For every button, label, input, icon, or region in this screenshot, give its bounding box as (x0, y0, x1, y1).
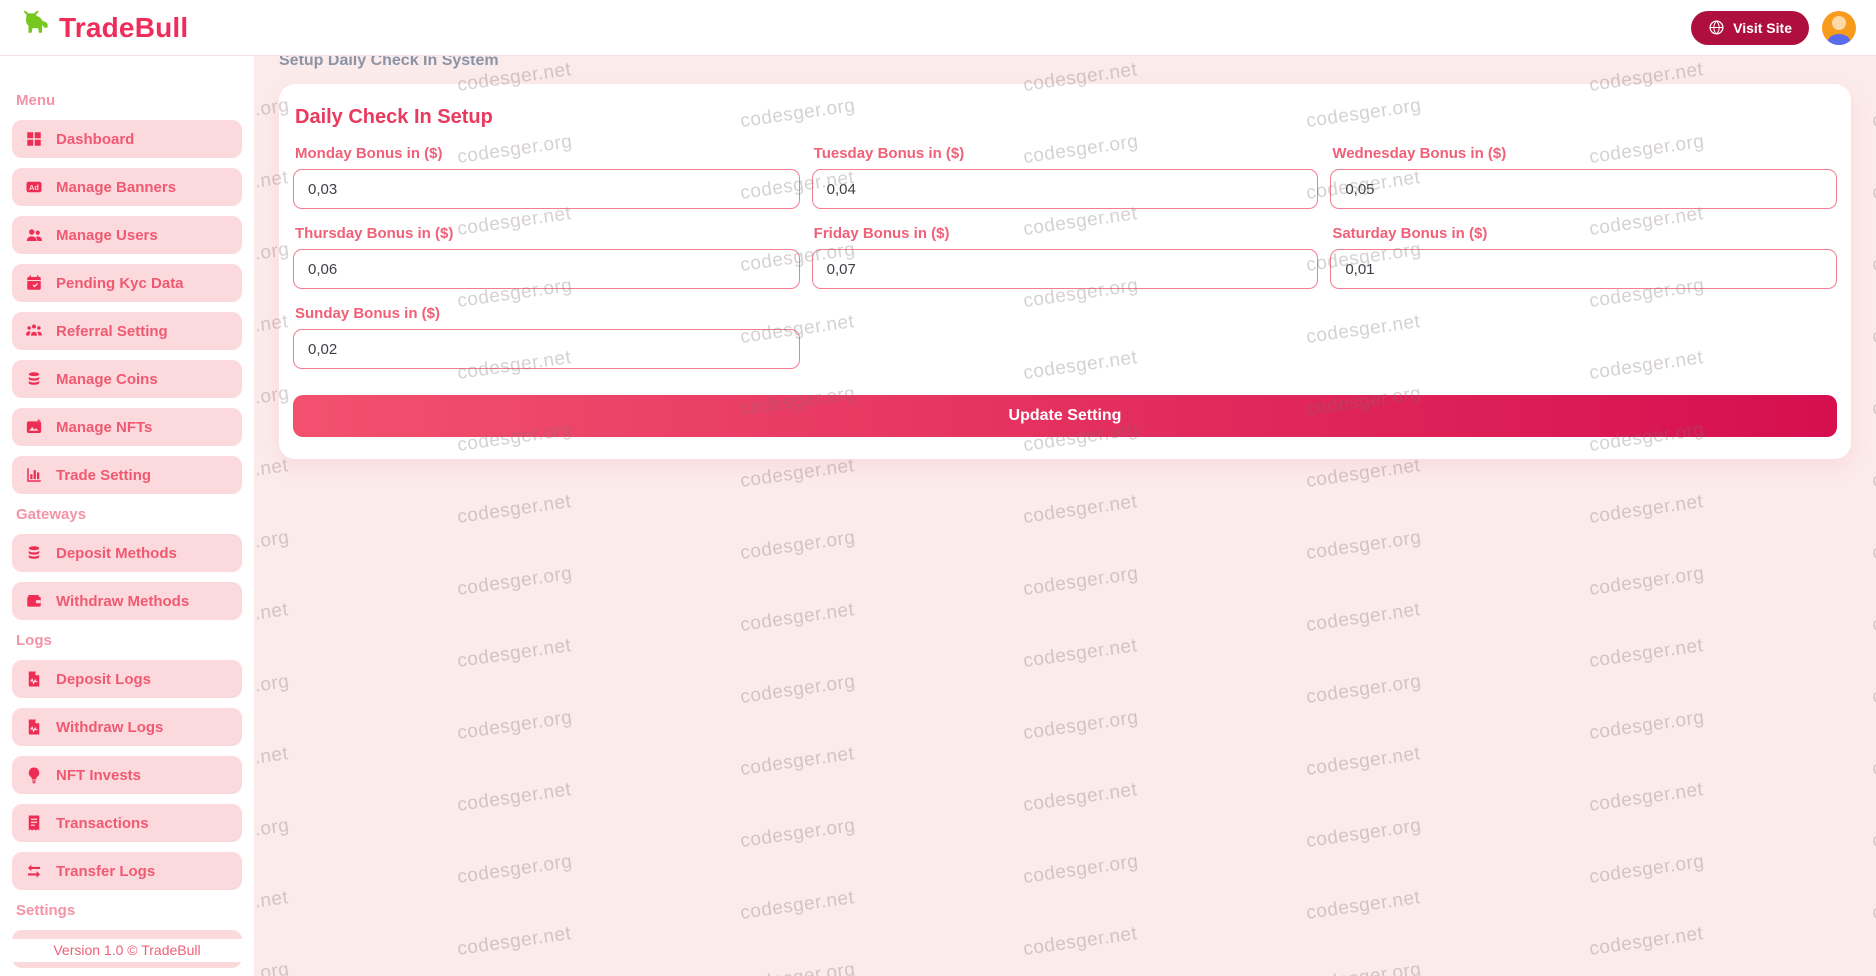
coins-icon (24, 369, 44, 389)
field-label: Friday Bonus in ($) (813, 225, 950, 242)
sunday-bonus-input[interactable] (293, 329, 800, 369)
users-icon (24, 225, 44, 245)
sidebar-item-label: Withdraw Methods (56, 592, 190, 610)
update-setting-button[interactable]: Update Setting (293, 395, 1837, 437)
sidebar-item-label: Manage Users (56, 226, 158, 244)
sidebar-item-transfer-logs[interactable]: Transfer Logs (12, 852, 242, 890)
bonus-field: Saturday Bonus in ($) (1330, 225, 1837, 289)
top-header: TradeBull Visit Site (0, 0, 1876, 56)
bonus-field: Thursday Bonus in ($) (293, 225, 800, 289)
sidebar-item-label: Transactions (56, 814, 149, 832)
wednesday-bonus-input[interactable] (1330, 169, 1837, 209)
sidebar-item-label: Manage Coins (56, 370, 158, 388)
sidebar-item-label: Manage NFTs (56, 418, 153, 436)
bonus-field: Sunday Bonus in ($) (293, 305, 800, 369)
avatar-head-shape (1832, 15, 1846, 30)
sidebar-item-label: Referral Setting (56, 322, 168, 340)
field-label: Wednesday Bonus in ($) (1332, 145, 1507, 162)
bull-logo-icon (20, 10, 50, 45)
globe-icon (1708, 19, 1725, 36)
field-label: Thursday Bonus in ($) (295, 225, 454, 242)
saturday-bonus-input[interactable] (1330, 249, 1837, 289)
sidebar-item-label: Manage Banners (56, 178, 177, 196)
sidebar-item-withdraw-logs[interactable]: Withdraw Logs (12, 708, 242, 746)
sidebar-item-label: NFT Invests (56, 766, 142, 784)
monday-bonus-input[interactable] (293, 169, 800, 209)
sidebar-item-trade-setting[interactable]: Trade Setting (12, 456, 242, 494)
sidebar-item-manage-users[interactable]: Manage Users (12, 216, 242, 254)
user-avatar[interactable] (1822, 10, 1856, 45)
deposit-coins-icon (24, 543, 44, 563)
sidebar-item-manage-banners[interactable]: Ad Manage Banners (12, 168, 242, 206)
page-title: Setup Daily Check In System (279, 56, 499, 69)
bonus-field: Wednesday Bonus in ($) (1330, 145, 1837, 209)
file-pulse-icon (24, 717, 44, 737)
sidebar-item-label: Withdraw Logs (56, 718, 164, 736)
sidebar-item-label: Trade Setting (56, 466, 152, 484)
visit-site-label: Visit Site (1733, 19, 1792, 36)
sidebar-item-deposit-methods[interactable]: Deposit Methods (12, 534, 242, 572)
sidebar-item-manage-nfts[interactable]: Manage NFTs (12, 408, 242, 446)
grid-icon (24, 129, 44, 149)
field-label: Tuesday Bonus in ($) (813, 145, 965, 162)
field-label: Sunday Bonus in ($) (295, 305, 441, 322)
file-pulse-icon (24, 669, 44, 689)
sidebar-item-label: Deposit Methods (56, 544, 177, 562)
sidebar-item-label: Pending Kyc Data (56, 274, 184, 292)
section-label-menu: Menu (16, 92, 56, 109)
tuesday-bonus-input[interactable] (811, 169, 1319, 209)
daily-checkin-card: Daily Check In Setup Monday Bonus in ($)… (279, 84, 1851, 459)
card-title: Daily Check In Setup (295, 106, 493, 128)
sidebar-item-label: Dashboard (56, 130, 135, 148)
sidebar-item-transactions[interactable]: Transactions (12, 804, 242, 842)
referral-users-icon (24, 321, 44, 341)
section-label-settings: Settings (16, 902, 76, 919)
avatar-body-shape (1827, 33, 1851, 45)
bonus-field: Friday Bonus in ($) (811, 225, 1319, 289)
sidebar-item-deposit-logs[interactable]: Deposit Logs (12, 660, 242, 698)
main-content: Setup Daily Check In System Daily Check … (254, 56, 1876, 976)
bulb-icon (24, 765, 44, 785)
section-label-logs: Logs (16, 632, 52, 649)
brand[interactable]: TradeBull (20, 10, 188, 45)
brand-name: TradeBull (59, 11, 189, 43)
bonus-field: Monday Bonus in ($) (293, 145, 800, 209)
chart-bars-icon (24, 465, 44, 485)
receipt-icon (24, 813, 44, 833)
sidebar-item-manage-coins[interactable]: Manage Coins (12, 360, 242, 398)
bonus-field: Tuesday Bonus in ($) (811, 145, 1319, 209)
calendar-check-icon (24, 273, 44, 293)
thursday-bonus-input[interactable] (293, 249, 800, 289)
nft-image-icon (24, 417, 44, 437)
wallet-icon (24, 591, 44, 611)
transfer-arrows-icon (24, 861, 44, 881)
friday-bonus-input[interactable] (811, 249, 1319, 289)
sidebar-item-withdraw-methods[interactable]: Withdraw Methods (12, 582, 242, 620)
sidebar-item-label: Deposit Logs (56, 670, 152, 688)
sidebar-item-nft-invests[interactable]: NFT Invests (12, 756, 242, 794)
sidebar-item-referral-setting[interactable]: Referral Setting (12, 312, 242, 350)
visit-site-button[interactable]: Visit Site (1691, 10, 1809, 45)
section-label-gateways: Gateways (16, 506, 87, 523)
sidebar-item-pending-kyc-data[interactable]: Pending Kyc Data (12, 264, 242, 302)
sidebar-item-label: Transfer Logs (56, 862, 156, 880)
version-footer: Version 1.0 © TradeBull (0, 939, 254, 962)
sidebar-item-dashboard[interactable]: Dashboard (12, 120, 242, 158)
field-label: Monday Bonus in ($) (295, 145, 443, 162)
field-label: Saturday Bonus in ($) (1332, 225, 1488, 242)
svg-text:Ad: Ad (29, 183, 39, 192)
sidebar-nav: Menu Dashboard Ad Manage Banners Manage User… (0, 56, 254, 976)
ad-icon: Ad (24, 177, 44, 197)
